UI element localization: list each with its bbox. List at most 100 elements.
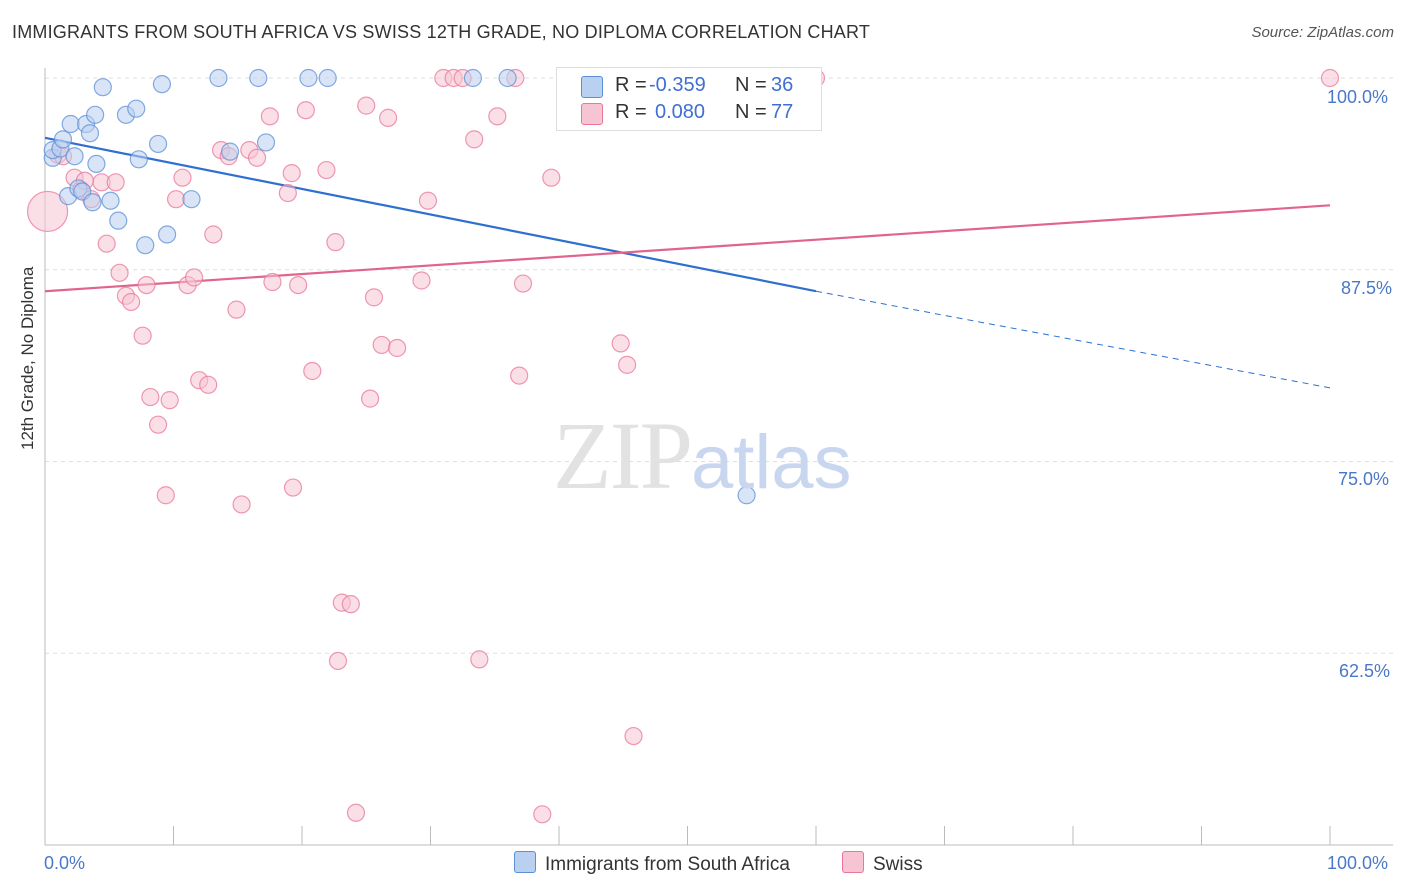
legend-item-south-africa[interactable]: Immigrants from South Africa (514, 851, 790, 876)
point-south-africa (249, 68, 268, 88)
point-swiss (387, 338, 407, 358)
watermark-zip: ZIP (553, 402, 693, 509)
point-swiss (263, 272, 282, 292)
legend-r-label: R = (615, 101, 647, 123)
point-swiss (533, 805, 552, 824)
point-south-africa (83, 193, 102, 212)
watermark: ZIPatlas (553, 400, 852, 511)
point-swiss (378, 108, 398, 127)
legend-n-value: 36 (771, 74, 794, 96)
legend-swatch-blue (514, 851, 536, 873)
trend-line-extension (815, 290, 1331, 389)
trend-lines (44, 136, 1331, 389)
point-south-africa (80, 124, 100, 143)
point-swiss (278, 183, 297, 203)
legend-label: Immigrants from South Africa (545, 854, 790, 875)
point-south-africa (109, 211, 128, 230)
point-south-africa (157, 225, 177, 244)
point-swiss (418, 191, 438, 210)
point-swiss (156, 486, 175, 505)
point-swiss (326, 233, 345, 252)
point-swiss (346, 803, 366, 822)
point-south-africa (127, 99, 146, 118)
source-label: Source: ZipAtlas.com (1251, 24, 1394, 41)
legend-n-value: 77 (771, 101, 794, 123)
axes (44, 68, 1393, 846)
point-swiss (361, 389, 380, 408)
legend-swatch-blue (581, 76, 603, 98)
legend-swatch-pink (581, 103, 603, 125)
point-south-africa (299, 68, 318, 88)
point-south-africa (498, 68, 517, 88)
point-south-africa (737, 486, 756, 505)
grid-lines (45, 77, 1393, 654)
point-south-africa (53, 130, 73, 149)
point-south-africa (463, 68, 483, 88)
point-south-africa (65, 147, 84, 166)
legend-r-value: 0.080 (655, 101, 706, 123)
point-swiss (289, 275, 308, 295)
point-south-africa (87, 154, 106, 174)
point-swiss (227, 300, 246, 319)
y-tick-label: 87.5% (1341, 278, 1393, 298)
legend-label: Swiss (873, 854, 923, 875)
point-south-africa (318, 68, 337, 88)
point-south-africa (136, 236, 155, 255)
point-south-africa (93, 78, 112, 97)
point-swiss (121, 292, 141, 312)
y-tick-label: 75.0% (1338, 469, 1390, 489)
point-swiss (372, 335, 391, 355)
legend-r-label: R = (615, 74, 647, 96)
y-tick-label: 100.0% (1327, 87, 1389, 107)
correlation-legend: R = -0.359 N = 36 R = 0.080 N = 77 (556, 67, 822, 131)
trend-line-south-africa (44, 136, 817, 293)
legend-r-value: -0.359 (649, 74, 706, 96)
point-swiss (510, 366, 529, 385)
point-swiss (465, 130, 484, 149)
chart-title: IMMIGRANTS FROM SOUTH AFRICA VS SWISS 12… (12, 22, 871, 42)
point-swiss (204, 225, 223, 244)
point-south-africa (148, 134, 168, 154)
point-south-africa (101, 191, 120, 210)
point-swiss (412, 271, 431, 290)
point-south-africa (61, 114, 80, 134)
point-swiss (303, 361, 322, 381)
point-swiss (282, 164, 301, 183)
point-swiss (1320, 68, 1340, 88)
point-swiss (624, 726, 643, 746)
x-tick-label: 100.0% (1327, 853, 1389, 873)
point-swiss (328, 651, 348, 671)
point-swiss (160, 391, 179, 410)
legend-n-label: N = (735, 74, 767, 96)
legend-swatch-pink (842, 851, 864, 873)
point-south-africa (182, 190, 201, 209)
point-swiss (618, 355, 637, 374)
point-swiss (260, 107, 279, 126)
point-swiss (26, 190, 69, 233)
point-swiss (542, 168, 561, 187)
point-swiss (283, 478, 303, 497)
point-swiss (611, 334, 630, 353)
point-swiss (199, 375, 218, 394)
legend-n-label: N = (735, 101, 767, 123)
point-swiss (110, 263, 129, 282)
point-swiss (488, 107, 507, 126)
y-tick-label: 62.5% (1339, 661, 1391, 681)
legend-item-swiss[interactable]: Swiss (842, 851, 923, 876)
point-swiss (97, 234, 116, 253)
point-south-africa (209, 68, 228, 88)
y-axis-label: 12th Grade, No Diploma (18, 266, 37, 450)
point-swiss (106, 173, 125, 192)
point-swiss (141, 387, 160, 407)
point-swiss (317, 160, 336, 180)
point-south-africa (86, 105, 105, 124)
point-swiss (247, 148, 267, 167)
point-south-africa (129, 150, 148, 169)
point-swiss (173, 168, 192, 187)
point-swiss (364, 288, 384, 307)
trend-line-swiss (44, 204, 1331, 293)
point-swiss (232, 495, 251, 514)
point-swiss (137, 275, 156, 295)
point-swiss (357, 96, 376, 115)
